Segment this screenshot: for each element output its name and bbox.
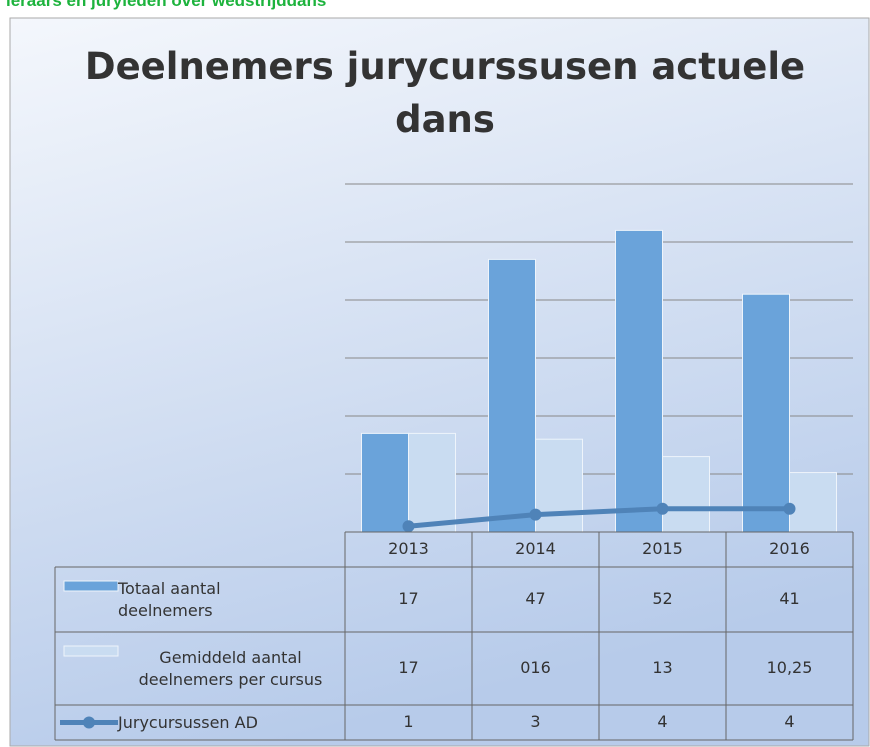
- line-marker: [783, 502, 796, 515]
- table-value: 41: [779, 589, 799, 608]
- x-tick-label: 2014: [515, 539, 556, 558]
- bar: [408, 432, 456, 533]
- legend-label: Gemiddeld aantal deelnemers per cursus: [138, 647, 323, 689]
- table-value: 10,25: [767, 658, 813, 677]
- bar: [789, 472, 837, 533]
- line: [408, 506, 790, 529]
- legend-label: Jurycursussen AD: [118, 712, 258, 732]
- table-value: 52: [652, 589, 672, 608]
- line-marker: [529, 508, 542, 521]
- table-value: 4: [784, 712, 794, 731]
- table-value: 1: [403, 712, 413, 731]
- line-marker: [656, 502, 669, 515]
- bar: [488, 258, 536, 533]
- table-value: 47: [525, 589, 545, 608]
- legend-key: [83, 716, 95, 729]
- table-value: 4: [657, 712, 667, 731]
- table-value: 13: [652, 658, 672, 677]
- chart-title: Deelnemers jurycurssusen actuele dans: [84, 45, 806, 141]
- header: leraars en juryleden over wedstrijddans: [6, 0, 327, 10]
- bar: [361, 432, 409, 533]
- legend-key: [63, 580, 119, 592]
- line-marker: [402, 520, 415, 533]
- bar: [535, 438, 583, 533]
- x-tick-label: 2016: [769, 539, 810, 558]
- table-value: 3: [530, 712, 540, 731]
- bar: [662, 456, 710, 533]
- x-tick-label: 2013: [388, 539, 429, 558]
- x-tick-label: 2015: [642, 539, 683, 558]
- bar: [742, 293, 790, 533]
- table-value: 17: [398, 589, 418, 608]
- bar: [615, 229, 663, 533]
- legend-key: [63, 645, 119, 657]
- table-value: 016: [520, 658, 551, 677]
- legend-label: Totaal aantal deelnemers: [118, 578, 221, 620]
- table-value: 17: [398, 658, 418, 677]
